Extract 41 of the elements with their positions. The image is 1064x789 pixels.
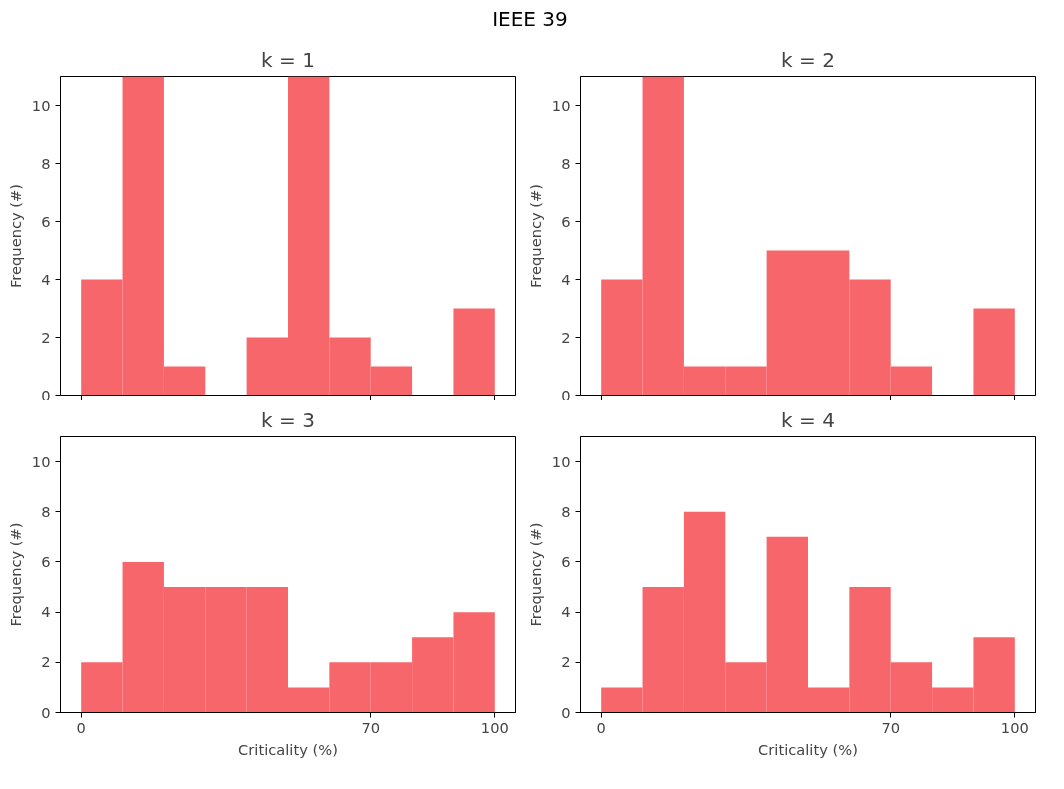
y-tick-label: 8 (561, 502, 571, 520)
y-tick-label: 6 (561, 552, 571, 570)
y-tick-label: 4 (561, 603, 571, 621)
text: IEEE 39 (492, 6, 568, 33)
x-tick-label: 100 (1000, 718, 1029, 736)
y-tick-label: 8 (561, 154, 571, 172)
y-tick-label: 2 (561, 328, 571, 346)
y-tick-label: 2 (41, 653, 51, 671)
y-tick-label: 8 (41, 502, 51, 520)
x-tick-label: 70 (881, 718, 901, 736)
y-tick-label: 0 (561, 386, 571, 404)
x-axis-title: Criticality (%) (758, 740, 858, 758)
x-tick-label: 0 (596, 718, 606, 736)
chart-title: k = 4 (781, 407, 835, 432)
x-tick-label: 0 (76, 718, 86, 736)
chart-title: k = 2 (781, 47, 835, 72)
chart-title: k = 1 (261, 47, 315, 72)
y-axis-title: Frequency (#) (6, 183, 24, 289)
y-axis-title: Frequency (#) (526, 522, 544, 627)
x-tick-label: 70 (361, 718, 381, 736)
y-axis-title: Frequency (#) (6, 522, 24, 627)
y-tick-label: 8 (41, 154, 51, 172)
y-tick-label: 0 (561, 703, 571, 721)
y-tick-label: 4 (561, 270, 571, 288)
y-tick-label: 10 (551, 96, 571, 114)
x-tick-label: 100 (480, 718, 509, 736)
y-tick-label: 2 (41, 328, 51, 346)
y-tick-label: 10 (551, 452, 571, 470)
chart-title: k = 3 (261, 407, 315, 432)
y-tick-label: 10 (31, 452, 51, 470)
y-tick-label: 0 (41, 703, 51, 721)
y-tick-label: 6 (561, 212, 571, 230)
x-axis-title: Criticality (%) (238, 740, 338, 758)
y-tick-label: 6 (41, 212, 51, 230)
y-tick-label: 10 (31, 96, 51, 114)
y-tick-label: 2 (561, 653, 571, 671)
y-axis-title: Frequency (#) (526, 183, 544, 289)
y-tick-label: 6 (41, 552, 51, 570)
y-tick-label: 0 (41, 386, 51, 404)
y-tick-label: 4 (41, 603, 51, 621)
y-tick-label: 4 (41, 270, 51, 288)
